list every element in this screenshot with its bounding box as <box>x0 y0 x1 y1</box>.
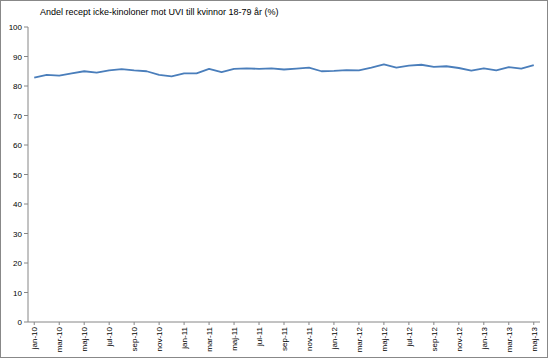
title: Andel recept icke-kinoloner mot UVI till… <box>40 7 279 17</box>
x-tick-label: mar-12 <box>355 326 364 352</box>
x-tick-label: maj-11 <box>230 326 239 350</box>
x-tick-label: mar-11 <box>205 326 214 351</box>
x-tick-label: nov-10 <box>155 326 164 351</box>
y-tick-label: 90 <box>13 53 22 62</box>
y-tick <box>24 86 28 87</box>
x-tick <box>533 322 534 325</box>
x-tick <box>159 322 160 325</box>
y-tick <box>24 204 28 205</box>
y-tick <box>24 145 28 146</box>
x-tick-label: jul-10 <box>105 326 114 347</box>
y-tick-label: 80 <box>13 82 22 91</box>
x-tick <box>134 322 135 325</box>
x-tick <box>59 322 60 325</box>
y-tick-label: 50 <box>13 171 22 180</box>
x-tick <box>109 322 110 325</box>
x-tick-label: jul-11 <box>255 326 264 347</box>
x-tick <box>508 322 509 325</box>
y-tick <box>24 27 28 28</box>
data-line <box>34 64 534 77</box>
x-tick <box>259 322 260 325</box>
y-tick-label: 60 <box>13 141 22 150</box>
x-tick-label: jan-10 <box>30 326 39 350</box>
x-tick <box>433 322 434 325</box>
y-tick <box>24 292 28 293</box>
x-tick <box>34 322 35 325</box>
chart: Andel recept icke-kinoloner mot UVI till… <box>0 0 548 358</box>
y-tick-label: 70 <box>13 112 22 121</box>
x-tick-label: sep-10 <box>130 326 139 351</box>
y-tick-label: 100 <box>9 23 23 32</box>
x-tick-label: jan-13 <box>480 326 489 350</box>
x-tick-label: maj-12 <box>380 326 389 351</box>
x-tick-label: mar-10 <box>55 326 64 352</box>
y-tick-label: 40 <box>13 200 22 209</box>
y-tick <box>24 233 28 234</box>
x-tick <box>358 322 359 325</box>
x-tick <box>333 322 334 325</box>
x-tick <box>234 322 235 325</box>
y-tick-label: 0 <box>18 318 23 327</box>
x-tick-label: jul-12 <box>405 326 414 347</box>
y-tick <box>24 56 28 57</box>
x-tick-label: nov-11 <box>305 326 314 350</box>
y-tick <box>24 263 28 264</box>
chart-frame <box>1 1 548 358</box>
x-tick <box>408 322 409 325</box>
x-tick-label: nov-12 <box>455 326 464 351</box>
y-tick <box>24 115 28 116</box>
x-tick <box>84 322 85 325</box>
x-tick-label: maj-13 <box>530 326 539 351</box>
plot-area <box>34 64 534 77</box>
y-tick <box>24 322 28 323</box>
y-tick <box>24 174 28 175</box>
x-tick <box>383 322 384 325</box>
x-tick-label: maj-10 <box>80 326 89 351</box>
x-tick <box>284 322 285 325</box>
x-tick-label: jan-12 <box>330 326 339 350</box>
x-tick-label: mar-13 <box>505 326 514 352</box>
x-tick <box>209 322 210 325</box>
x-tick-label: jan-11 <box>180 326 189 349</box>
x-tick-label: sep-12 <box>430 326 439 351</box>
y-tick-label: 30 <box>13 230 22 239</box>
x-tick-label: sep-11 <box>280 326 289 350</box>
x-tick <box>483 322 484 325</box>
y-tick-label: 20 <box>13 259 22 268</box>
y-tick-label: 10 <box>13 289 22 298</box>
x-tick <box>308 322 309 325</box>
x-tick <box>184 322 185 325</box>
x-tick <box>458 322 459 325</box>
